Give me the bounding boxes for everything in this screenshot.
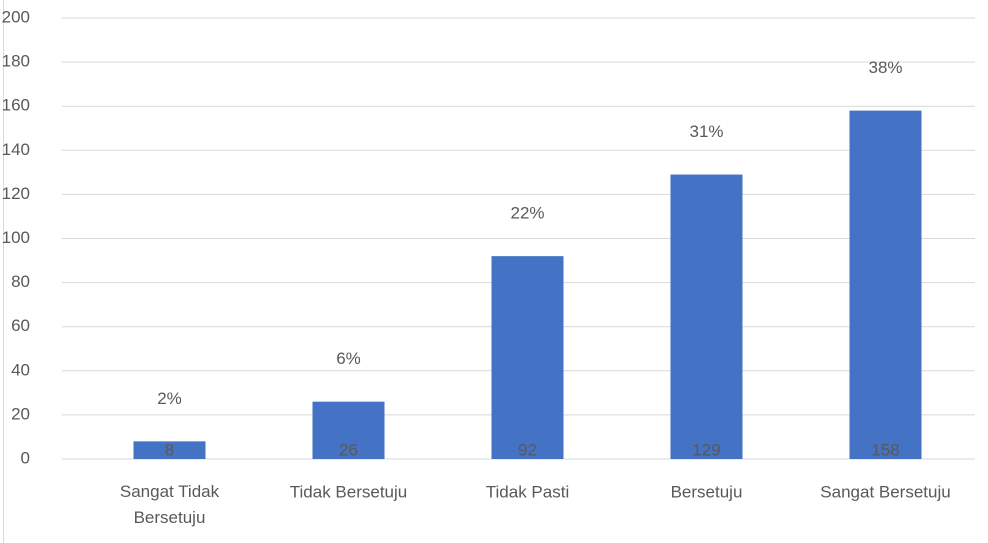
y-tick-label: 140 bbox=[2, 140, 30, 159]
percent-label: 6% bbox=[336, 349, 361, 368]
bar bbox=[491, 256, 564, 459]
bar bbox=[849, 110, 922, 460]
percent-label: 22% bbox=[510, 204, 544, 223]
x-tick-label: Tidak Pasti bbox=[486, 482, 569, 501]
value-label: 26 bbox=[339, 440, 358, 459]
y-tick-label: 20 bbox=[11, 404, 30, 423]
chart-border bbox=[3, 0, 4, 543]
y-tick-label: 180 bbox=[2, 52, 30, 71]
bar bbox=[670, 174, 743, 459]
percent-label: 38% bbox=[868, 58, 902, 77]
value-label: 92 bbox=[518, 440, 537, 459]
y-tick-label: 160 bbox=[2, 96, 30, 115]
x-tick-label: Bersetuju bbox=[671, 482, 743, 501]
y-tick-label: 80 bbox=[11, 272, 30, 291]
y-tick-label: 120 bbox=[2, 184, 30, 203]
x-tick-label: Sangat Tidak Bersetuju bbox=[120, 482, 220, 527]
x-tick-label: Sangat Bersetuju bbox=[820, 482, 950, 501]
bar bbox=[312, 401, 385, 459]
percent-label: 2% bbox=[157, 389, 182, 408]
bar bbox=[133, 441, 206, 459]
x-tick-label: Tidak Bersetuju bbox=[290, 482, 407, 501]
value-label: 8 bbox=[165, 440, 174, 459]
y-tick-label: 200 bbox=[2, 7, 30, 26]
value-label: 158 bbox=[871, 440, 899, 459]
y-tick-label: 40 bbox=[11, 360, 30, 379]
percent-label: 31% bbox=[689, 122, 723, 141]
value-label: 129 bbox=[692, 440, 720, 459]
y-tick-label: 60 bbox=[11, 316, 30, 335]
y-tick-label: 100 bbox=[2, 228, 30, 247]
y-tick-label: 0 bbox=[21, 448, 30, 467]
